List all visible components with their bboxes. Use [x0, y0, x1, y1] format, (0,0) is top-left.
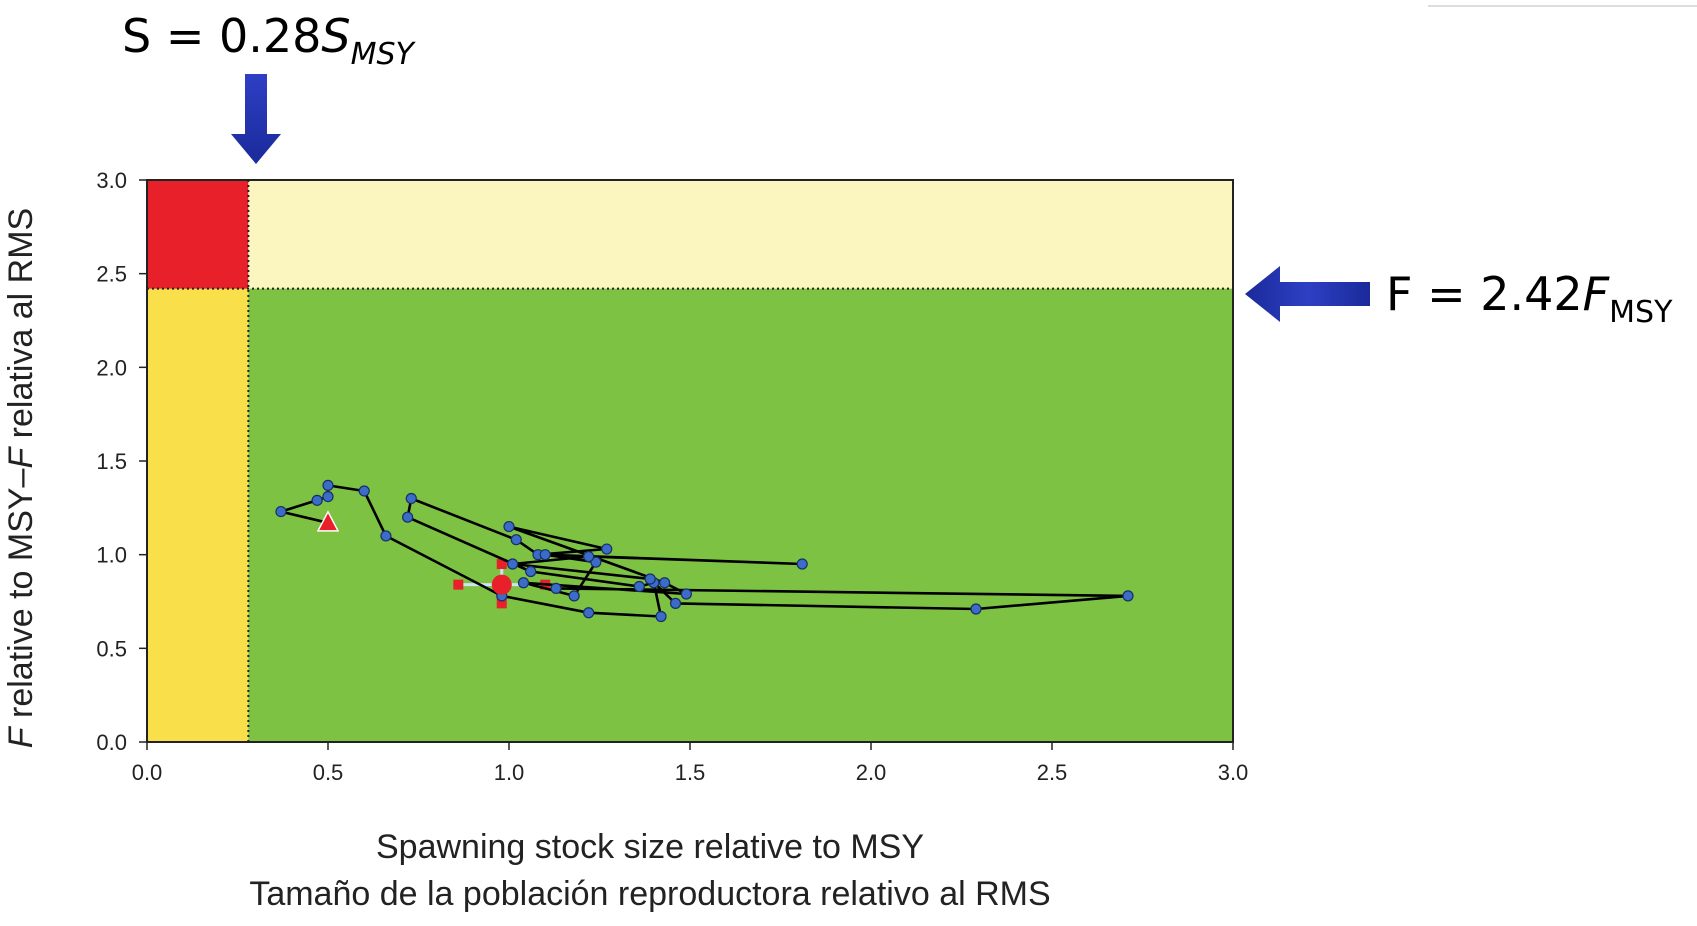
trajectory-point [669, 597, 682, 609]
x-axis: 0.0 0.5 1.0 1.5 2.0 2.5 3.0 [132, 742, 1249, 785]
trajectory-point [358, 485, 370, 497]
ci-end-marker [496, 559, 507, 570]
ci-end-marker [453, 579, 464, 590]
trajectory-point [539, 549, 551, 561]
trajectory-point [402, 511, 414, 523]
f-threshold-arrow [1245, 266, 1370, 322]
y-axis-title: F relative to MSY–F relativa al RMS [2, 208, 40, 748]
x-tick-label: 2.5 [1037, 760, 1068, 785]
f-threshold-annotation: F = 2.42FMSY [1386, 267, 1673, 330]
x-axis-title-es: Tamaño de la población reproductora rela… [249, 875, 1050, 913]
y-tick-label: 3.0 [96, 168, 127, 193]
s-threshold-arrow [231, 74, 281, 164]
x-tick-label: 1.5 [675, 760, 706, 785]
y-tick-label: 0.0 [96, 730, 127, 755]
trajectory-point [503, 520, 515, 533]
trajectory-point [550, 582, 562, 594]
zones [147, 180, 1234, 742]
trajectory-point [1122, 590, 1134, 602]
trajectory-point [796, 558, 808, 570]
markers [316, 510, 512, 595]
trajectory-point [405, 492, 417, 505]
trajectory-point [322, 479, 334, 491]
y-tick-label: 1.0 [96, 543, 127, 568]
trajectory-point [311, 494, 323, 506]
trajectory-point [655, 610, 667, 623]
zone-high-stock-high-f [248, 180, 1234, 289]
trajectory-point [583, 550, 595, 563]
current-estimate-marker [491, 574, 512, 595]
ci-end-marker [496, 598, 507, 609]
trajectory-point [568, 590, 580, 602]
trajectory-point [659, 577, 671, 589]
x-tick-label: 1.0 [494, 760, 525, 785]
trajectory-point [633, 580, 645, 593]
trajectory-point [590, 556, 602, 568]
y-axis: 0.0 0.5 1.0 1.5 2.0 2.5 3.0 [96, 168, 147, 755]
x-tick-label: 3.0 [1218, 760, 1249, 785]
zone-low-stock-low-f [147, 288, 249, 742]
trajectory-point [970, 603, 982, 615]
trajectory-point [525, 565, 537, 578]
trajectory-point [680, 588, 692, 600]
x-tick-label: 0.0 [132, 760, 163, 785]
y-tick-label: 1.5 [96, 449, 127, 474]
trajectory-point [510, 534, 522, 546]
trajectory-point [601, 543, 613, 555]
trajectory-point [322, 490, 334, 503]
trajectory-point [583, 607, 595, 619]
trajectory-point [644, 573, 656, 585]
s-threshold-annotation: S = 0.28SMSY [122, 9, 417, 72]
y-tick-label: 2.5 [96, 262, 127, 287]
trajectory-point [380, 530, 392, 542]
x-tick-label: 0.5 [313, 760, 344, 785]
trajectory-point [507, 558, 519, 570]
x-tick-label: 2.0 [856, 760, 887, 785]
zone-high-stock-low-f [248, 288, 1234, 742]
y-tick-label: 2.0 [96, 355, 127, 380]
x-axis-title: Spawning stock size relative to MSY [376, 828, 924, 866]
y-tick-label: 0.5 [96, 636, 127, 661]
start-year-marker [316, 510, 340, 532]
trajectory-point [275, 505, 287, 518]
zone-low-stock-high-f [147, 180, 249, 289]
trajectory-point [517, 577, 530, 589]
